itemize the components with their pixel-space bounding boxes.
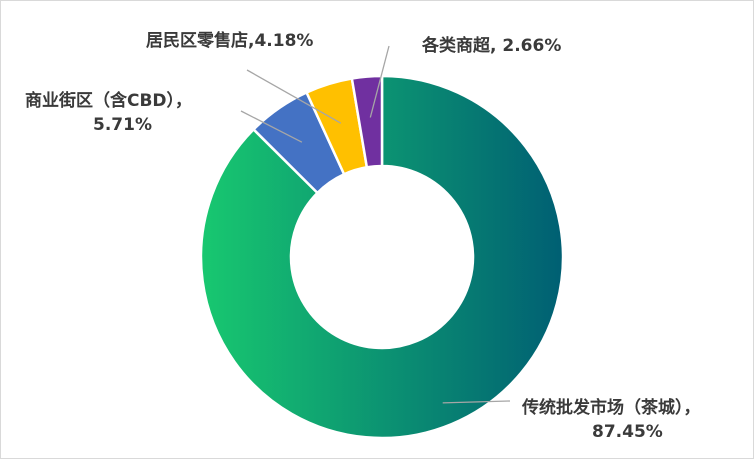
label-traditional-market-name: 传统批发市场（茶城）， [521,397,701,418]
leader-commercial-street [240,110,303,143]
leader-lines-group [240,45,511,404]
label-commercial-street-name: 商业街区（含CBD）， [25,90,192,111]
slices-group [199,74,565,440]
leader-supermarkets [369,45,390,118]
label-commercial-street-value: 5.71% [93,115,152,135]
label-residential-retail: 居民区零售店,4.18% [146,30,313,51]
label-supermarkets: 各类商超, 2.66% [421,35,561,56]
slice-traditional-market [199,74,565,440]
leader-traditional-market [442,400,511,404]
slice-supermarkets [350,74,384,169]
labels-group: 传统批发市场（茶城）， 87.45% 商业街区（含CBD）， 5.71% 居民区… [25,30,701,442]
label-traditional-market-value: 87.45% [592,422,663,442]
leader-residential-retail [246,69,342,124]
